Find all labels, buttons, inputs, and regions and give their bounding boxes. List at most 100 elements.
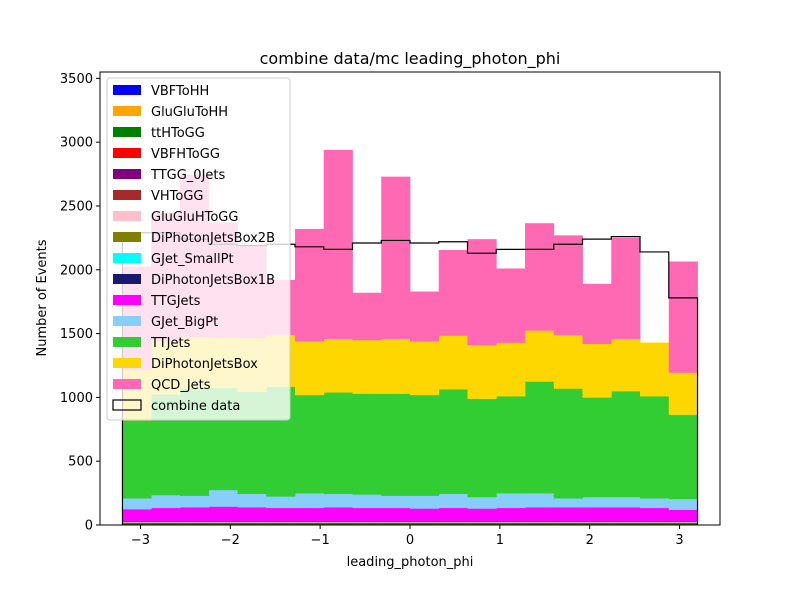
- bar-ttgjets-19: [668, 509, 698, 522]
- bar-gjet-smallpt-18: [640, 521, 670, 523]
- bar-diphotonjetsbox1b-1: [151, 521, 181, 522]
- bar-gjet-bigpt-3: [208, 489, 238, 507]
- bar-vbfhtogg-4: [237, 523, 267, 525]
- bar-gjet-smallpt-12: [467, 521, 497, 523]
- bar-diphotonjetsbox1b-15: [553, 521, 583, 522]
- bar-diphotonjetsbox1b-10: [410, 521, 440, 522]
- bar-ttgjets-17: [611, 507, 641, 522]
- x-tick-label: −3: [131, 533, 150, 548]
- bar-ttjets-11: [438, 389, 468, 495]
- bar-ttgjets-15: [553, 507, 583, 522]
- bar-ttgg-0jets-17: [611, 523, 641, 524]
- bar-ttjets-7: [323, 392, 353, 495]
- bar-diphotonjetsbox-8: [352, 339, 382, 394]
- legend-label: DiPhotonJetsBox1B: [151, 273, 275, 288]
- bar-gjet-smallpt-19: [668, 521, 698, 523]
- bar-glugluhtogg-13: [496, 522, 526, 524]
- y-tick-label: 3500: [60, 72, 93, 87]
- bar-ttgg-0jets-16: [582, 523, 612, 524]
- bar-diphotonjetsbox1b-9: [381, 521, 411, 522]
- bar-tthtogg-8: [352, 523, 382, 525]
- bar-glugluhtogg-15: [553, 522, 583, 524]
- bar-vbfhtogg-10: [410, 523, 440, 525]
- chart-title: combine data/mc leading_photon_phi: [260, 49, 561, 69]
- bar-gjet-smallpt-11: [438, 521, 468, 523]
- y-tick-label: 2500: [60, 199, 93, 214]
- bar-ttgg-0jets-6: [294, 523, 325, 524]
- bar-gjet-smallpt-3: [208, 521, 238, 523]
- bar-diphotonjetsbox-16: [582, 343, 612, 398]
- series-vbfhtogg: [122, 523, 698, 525]
- bar-ttjets-0: [122, 420, 152, 499]
- bar-ttjets-14: [525, 381, 555, 494]
- legend-entry-diphotonjetsbox: DiPhotonJetsBox: [113, 357, 258, 372]
- bar-tthtogg-9: [381, 523, 411, 525]
- series-ttgjets: [122, 506, 698, 522]
- bar-glugluhtogg-8: [352, 522, 382, 524]
- bar-vbfhtogg-3: [208, 523, 238, 525]
- bar-gjet-smallpt-6: [294, 521, 325, 523]
- bar-ttgjets-0: [122, 509, 152, 522]
- bar-diphotonjetsbox1b-4: [237, 521, 267, 522]
- legend-label: VHToGG: [151, 189, 204, 204]
- bar-diphotonjetsbox1b-5: [266, 521, 296, 522]
- legend-label: TTJets: [150, 336, 191, 351]
- legend-entry-diphotonjetsbox2b: DiPhotonJetsBox2B: [113, 231, 275, 246]
- bar-ttjets-13: [496, 396, 526, 494]
- bar-qcd-jets-7: [323, 149, 353, 339]
- bar-glugluhtogg-10: [410, 522, 440, 524]
- bar-tthtogg-1: [151, 523, 181, 525]
- legend-entry-vbfhtogg: VBFHToGG: [113, 147, 220, 162]
- legend-swatch: [113, 127, 141, 137]
- bar-diphotonjetsbox1b-7: [323, 521, 353, 522]
- bar-gjet-smallpt-2: [179, 521, 210, 523]
- bar-ttgg-0jets-1: [151, 523, 181, 524]
- bar-tthtogg-17: [611, 523, 641, 525]
- bar-gjet-bigpt-16: [582, 496, 612, 508]
- y-tick-label: 1000: [60, 391, 93, 406]
- bar-gjet-smallpt-17: [611, 521, 641, 523]
- bar-glugluhtogg-4: [237, 522, 267, 524]
- legend-swatch: [113, 295, 141, 305]
- legend-label: TTGG_0Jets: [150, 168, 226, 183]
- legend-label: GluGluHToGG: [151, 210, 238, 225]
- bar-vbfhtogg-14: [525, 523, 555, 525]
- bar-vbfhtogg-1: [151, 523, 181, 525]
- bar-ttjets-6: [294, 394, 325, 494]
- legend-label: TTGJets: [150, 294, 201, 309]
- bar-tthtogg-0: [122, 523, 152, 525]
- bar-ttgjets-5: [266, 507, 296, 522]
- bar-ttjets-10: [410, 394, 440, 496]
- bar-ttgjets-11: [438, 507, 468, 522]
- bar-gjet-bigpt-18: [640, 498, 670, 509]
- legend-swatch: [113, 148, 141, 158]
- bar-ttgjets-4: [237, 507, 267, 522]
- bar-ttjets-18: [640, 396, 670, 499]
- bar-vbfhtogg-19: [668, 523, 698, 525]
- legend-entry-gluglutohh: GluGluToHH: [113, 105, 228, 120]
- legend-entry-gjet-smallpt: GJet_SmallPt: [113, 252, 234, 267]
- bar-glugluhtogg-2: [179, 522, 210, 524]
- bar-tthtogg-7: [323, 523, 353, 525]
- bar-qcd-jets-10: [410, 291, 440, 342]
- legend-label: VBFHToGG: [151, 147, 220, 162]
- bar-qcd-jets-19: [668, 261, 698, 373]
- bar-diphotonjetsbox1b-6: [294, 521, 325, 522]
- legend-entry-vbftohh: VBFToHH: [113, 84, 209, 99]
- bar-glugluhtogg-0: [122, 522, 152, 524]
- bar-ttgg-0jets-15: [553, 523, 583, 524]
- bar-glugluhtogg-7: [323, 522, 353, 524]
- bar-tthtogg-19: [668, 523, 698, 525]
- bar-diphotonjetsbox-6: [294, 341, 325, 396]
- bar-vbfhtogg-16: [582, 523, 612, 525]
- bar-gjet-smallpt-4: [237, 521, 267, 523]
- y-tick-label: 500: [68, 455, 93, 470]
- bar-gjet-bigpt-4: [237, 493, 267, 508]
- bar-glugluhtogg-3: [208, 522, 238, 524]
- y-tick-label: 1500: [60, 327, 93, 342]
- bar-tthtogg-3: [208, 523, 238, 525]
- legend-label: DiPhotonJetsBox2B: [151, 231, 275, 246]
- bar-gjet-smallpt-13: [496, 521, 526, 523]
- bar-ttjets-16: [582, 397, 612, 498]
- bar-gjet-bigpt-15: [553, 498, 583, 508]
